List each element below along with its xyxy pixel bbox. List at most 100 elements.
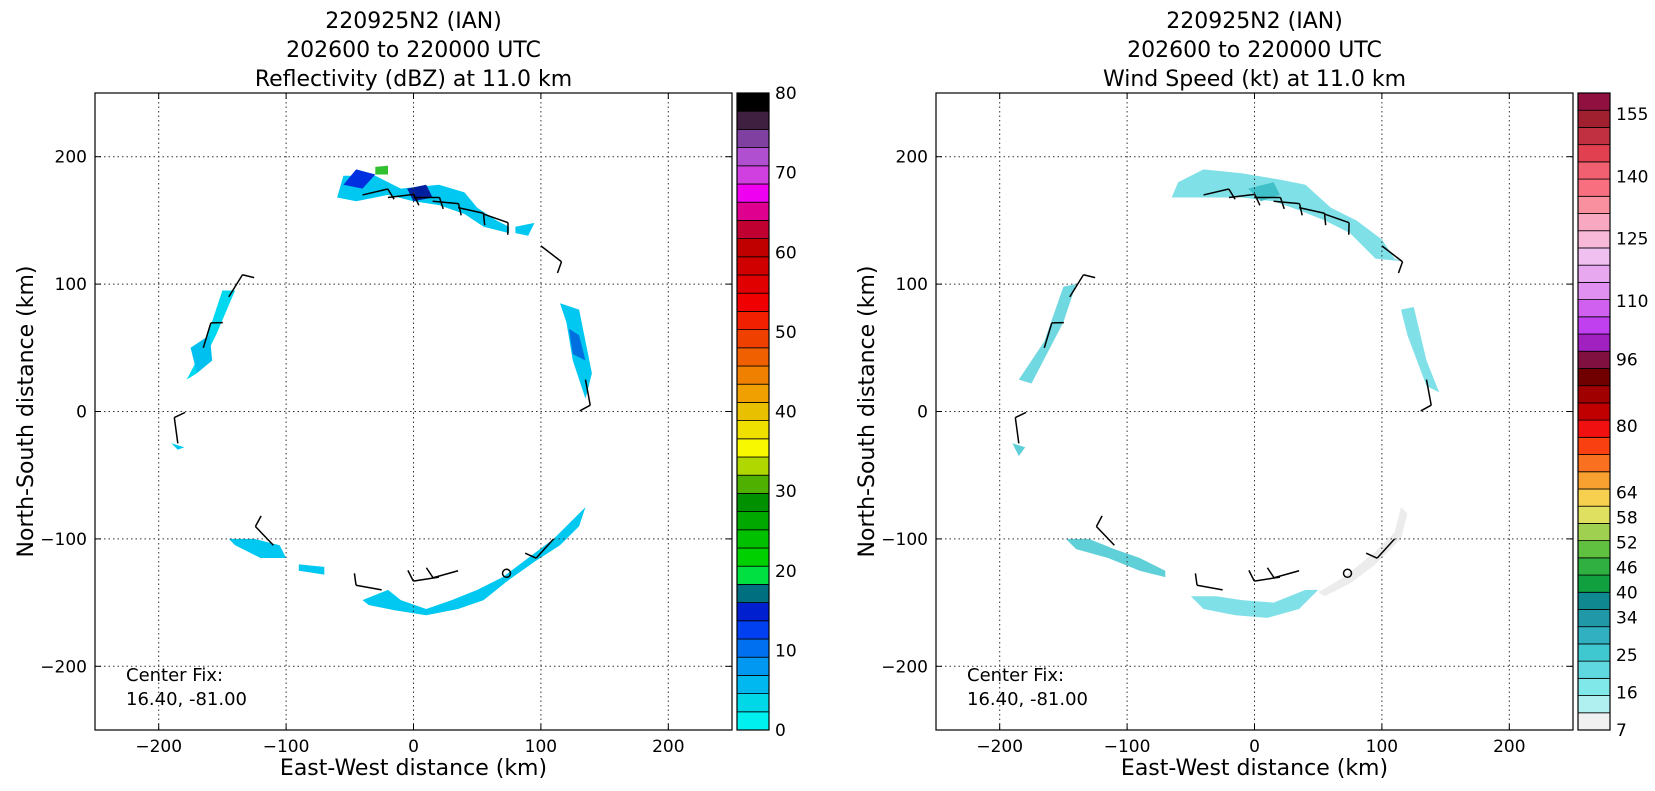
colorbar-swatch bbox=[737, 129, 769, 147]
x-tick-label: 200 bbox=[1493, 737, 1525, 757]
wind-barb bbox=[1096, 516, 1114, 545]
y-tick-label: −100 bbox=[881, 530, 928, 550]
colorbar-swatch bbox=[737, 675, 769, 693]
wind-barb bbox=[174, 412, 185, 443]
colorbar-swatch bbox=[1578, 558, 1610, 575]
x-axis-label: East-West distance (km) bbox=[280, 756, 547, 781]
colorbar-swatch bbox=[1578, 541, 1610, 558]
echo-region bbox=[363, 507, 586, 615]
colorbar-swatch bbox=[737, 457, 769, 475]
colorbar-swatch bbox=[737, 621, 769, 639]
echo-region bbox=[187, 291, 235, 380]
colorbar-swatch bbox=[1578, 713, 1610, 730]
colorbar-tick-label: 0 bbox=[775, 721, 786, 741]
x-tick-label: 0 bbox=[408, 737, 419, 757]
colorbar-swatch bbox=[1578, 317, 1610, 334]
center-fix-text: 16.40, -81.00 bbox=[126, 689, 247, 710]
x-tick-label: −200 bbox=[976, 737, 1023, 757]
colorbar-tick-label: 80 bbox=[775, 84, 797, 104]
colorbar-tick-label: 155 bbox=[1616, 105, 1648, 125]
colorbar-swatch bbox=[737, 220, 769, 238]
colorbar-swatch bbox=[737, 584, 769, 602]
colorbar-swatch bbox=[737, 202, 769, 220]
colorbar-tick-label: 80 bbox=[1616, 417, 1638, 437]
barb-flag bbox=[426, 568, 433, 578]
chart-title-line: Wind Speed (kt) at 11.0 km bbox=[1103, 67, 1406, 92]
barb-flag bbox=[1096, 516, 1102, 527]
colorbar-tick-label: 7 bbox=[1616, 721, 1627, 741]
colorbar-swatch bbox=[1578, 179, 1610, 196]
barb-shaft bbox=[1274, 571, 1299, 578]
wind-barb bbox=[1195, 573, 1222, 589]
colorbar-swatch bbox=[1578, 437, 1610, 454]
colorbar-swatch bbox=[1578, 403, 1610, 420]
colorbar-swatch bbox=[1578, 368, 1610, 385]
barb-flag bbox=[1249, 570, 1254, 581]
chart-title-line: Reflectivity (dBZ) at 11.0 km bbox=[255, 67, 572, 92]
barb-shaft bbox=[1197, 585, 1223, 590]
colorbar-swatch bbox=[737, 184, 769, 202]
colorbar-swatch bbox=[1578, 265, 1610, 282]
x-tick-label: −100 bbox=[263, 737, 310, 757]
wind-barb bbox=[426, 568, 458, 578]
colorbar-swatch bbox=[1578, 575, 1610, 592]
colorbar-swatch bbox=[1578, 248, 1610, 265]
colorbar-swatch bbox=[1578, 93, 1610, 110]
colorbar-swatch bbox=[737, 311, 769, 329]
chart-title-line: 202600 to 220000 UTC bbox=[286, 38, 541, 63]
colorbar-swatch bbox=[1578, 472, 1610, 489]
colorbar-swatch bbox=[1578, 627, 1610, 644]
x-tick-label: 200 bbox=[652, 737, 684, 757]
colorbar-swatch bbox=[737, 530, 769, 548]
barb-flag bbox=[1083, 275, 1095, 278]
colorbar-swatch bbox=[737, 93, 769, 111]
chart-title-line: 202600 to 220000 UTC bbox=[1127, 38, 1382, 63]
colorbar-tick-label: 52 bbox=[1616, 534, 1638, 554]
barb-flag bbox=[1421, 405, 1432, 411]
colorbar-tick-label: 60 bbox=[775, 243, 797, 263]
wind-barb bbox=[1249, 570, 1280, 581]
x-tick-label: −100 bbox=[1104, 737, 1151, 757]
colorbar-swatch bbox=[1578, 162, 1610, 179]
colorbar-swatch bbox=[1578, 231, 1610, 248]
colorbar-swatch bbox=[1578, 489, 1610, 506]
colorbar-swatch bbox=[1578, 334, 1610, 351]
colorbar-swatch bbox=[1578, 644, 1610, 661]
colorbar-swatch bbox=[737, 111, 769, 129]
colorbar-swatch bbox=[1578, 386, 1610, 403]
colorbar-swatch bbox=[737, 512, 769, 530]
echo-region bbox=[1191, 590, 1318, 618]
colorbar-tick-label: 125 bbox=[1616, 230, 1648, 250]
colorbar-tick-label: 25 bbox=[1616, 646, 1638, 666]
colorbar-swatch bbox=[737, 657, 769, 675]
center-fix-text: 16.40, -81.00 bbox=[967, 689, 1088, 710]
reflectivity-panel: 220925N2 (IAN)202600 to 220000 UTCReflec… bbox=[14, 9, 797, 781]
colorbar-swatch bbox=[1578, 678, 1610, 695]
colorbar-tick-label: 58 bbox=[1616, 509, 1638, 529]
barb-flag bbox=[408, 570, 413, 581]
colorbar-tick-label: 50 bbox=[775, 323, 797, 343]
colorbar-swatch bbox=[737, 166, 769, 184]
barb-shaft bbox=[1096, 526, 1114, 545]
colorbar-swatch bbox=[737, 712, 769, 730]
colorbar-swatch bbox=[1578, 127, 1610, 144]
echo-region bbox=[1012, 443, 1025, 456]
wind-barb bbox=[1267, 568, 1299, 578]
barb-flag bbox=[1267, 568, 1274, 578]
colorbar-tick-label: 40 bbox=[775, 403, 797, 423]
colorbar-tick-label: 30 bbox=[775, 482, 797, 502]
y-tick-label: 200 bbox=[896, 148, 928, 168]
colorbar-swatch bbox=[737, 566, 769, 584]
colorbar-tick-label: 110 bbox=[1616, 292, 1648, 312]
echo-region bbox=[229, 539, 286, 558]
colorbar-tick-label: 96 bbox=[1616, 350, 1638, 370]
echo-region bbox=[299, 564, 325, 574]
barb-flag bbox=[557, 262, 561, 273]
colorbar-swatch bbox=[737, 603, 769, 621]
colorbar-tick-label: 70 bbox=[775, 164, 797, 184]
y-tick-label: 0 bbox=[76, 403, 87, 423]
colorbar-swatch bbox=[737, 694, 769, 712]
colorbar-swatch bbox=[1578, 609, 1610, 626]
